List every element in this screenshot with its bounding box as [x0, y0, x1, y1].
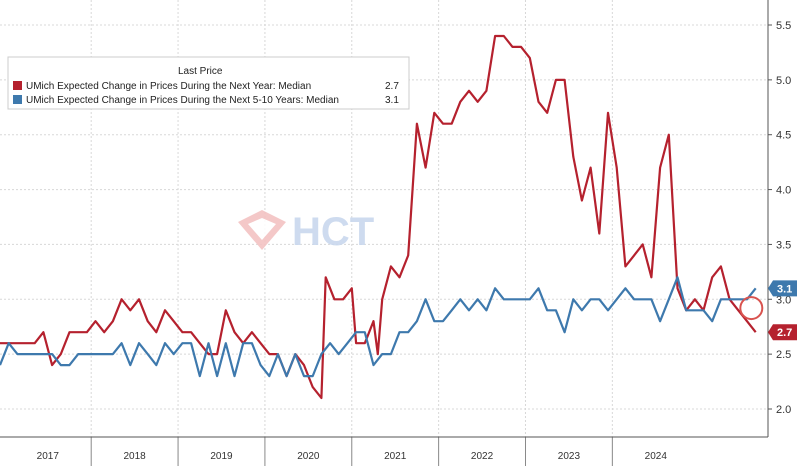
last-value-badge-5-10-years: 3.1	[768, 280, 797, 297]
y-tick-label: 3.5	[776, 239, 791, 251]
y-tick-label: 2.5	[776, 349, 791, 361]
last-value-label: 3.1	[777, 283, 792, 295]
watermark-logo-inner-icon	[248, 218, 276, 240]
y-axis-ticks: 2.0 2.5 3.0 3.5 4.0 4.5 5.0 5.5	[768, 20, 791, 416]
legend: Last Price UMich Expected Change in Pric…	[7, 56, 410, 110]
y-tick-label: 4.5	[776, 130, 791, 142]
last-value-label: 2.7	[777, 327, 792, 339]
last-value-badges: 2.7 3.1	[768, 280, 797, 341]
legend-swatch-next-year	[13, 81, 22, 90]
watermark: HCT	[238, 210, 374, 254]
x-tick-label: 2023	[558, 451, 581, 462]
watermark-text: HCT	[292, 210, 374, 254]
legend-box	[7, 56, 410, 110]
x-axis-ticks: 2017 2018 2019 2020 2021 2022 2023 2024	[37, 451, 668, 462]
series-layer	[0, 34, 764, 400]
y-tick-label: 3.0	[776, 294, 791, 306]
legend-value-next-year: 2.7	[385, 81, 399, 92]
x-tick-label: 2018	[124, 451, 147, 462]
legend-title: Last Price	[178, 66, 223, 77]
series-line-next-year	[0, 34, 757, 400]
x-tick-label: 2017	[37, 451, 60, 462]
legend-value-5-10-years: 3.1	[385, 95, 399, 106]
x-tick-label: 2021	[384, 451, 407, 462]
x-tick-label: 2020	[297, 451, 320, 462]
series-line-5-10-years	[0, 276, 757, 378]
x-tick-label: 2022	[471, 451, 494, 462]
y-tick-label: 5.0	[776, 75, 791, 87]
x-tick-label: 2019	[210, 451, 233, 462]
legend-swatch-5-10-years	[13, 95, 22, 104]
y-tick-label: 5.5	[776, 20, 791, 32]
legend-label-next-year: UMich Expected Change in Prices During t…	[26, 81, 311, 92]
x-tick-label: 2024	[645, 451, 668, 462]
y-tick-label: 4.0	[776, 185, 791, 197]
legend-label-5-10-years: UMich Expected Change in Prices During t…	[26, 95, 339, 106]
last-value-badge-next-year: 2.7	[768, 324, 797, 341]
annotation-circle	[739, 296, 764, 321]
y-tick-label: 2.0	[776, 404, 791, 416]
